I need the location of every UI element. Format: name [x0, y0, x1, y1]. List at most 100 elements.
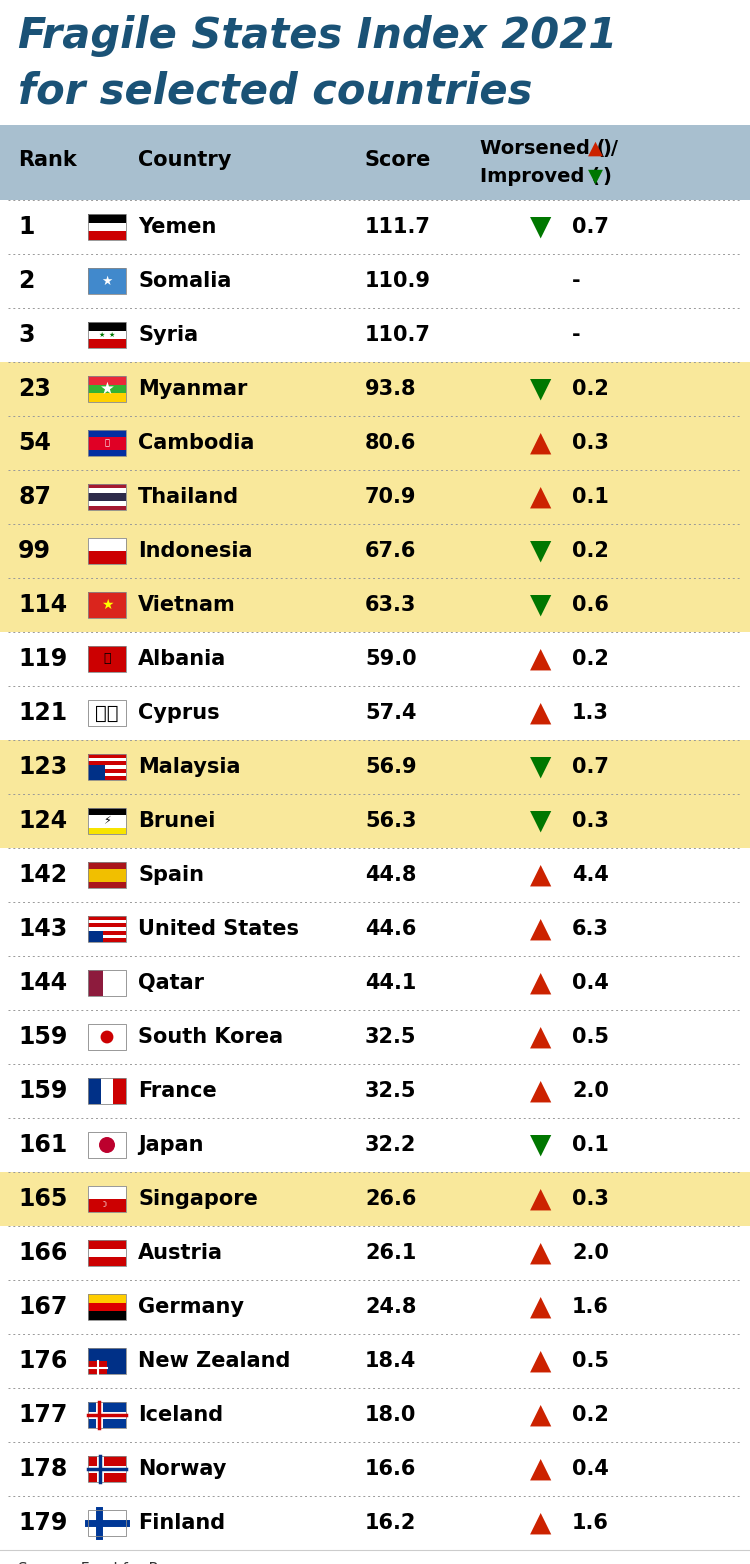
Text: Score: Score [365, 150, 431, 170]
Text: South Korea: South Korea [138, 1028, 284, 1046]
Text: 44.1: 44.1 [365, 973, 416, 993]
Text: ▼: ▼ [530, 807, 551, 835]
Text: ▲: ▲ [530, 699, 551, 727]
Bar [0, 687, 750, 740]
Bar [88, 1456, 126, 1483]
Text: ★: ★ [99, 332, 105, 338]
Text: 0.3: 0.3 [572, 1189, 609, 1209]
Text: 16.2: 16.2 [365, 1512, 416, 1533]
Bar [88, 923, 126, 927]
Text: 0.1: 0.1 [572, 1135, 609, 1154]
Bar [88, 920, 126, 923]
Text: ▼: ▼ [530, 752, 551, 780]
Text: Yemen: Yemen [138, 217, 216, 238]
Text: New Zealand: New Zealand [138, 1351, 290, 1372]
Bar [88, 375, 126, 402]
Text: ▲: ▲ [530, 915, 551, 943]
Bar [88, 483, 126, 488]
Bar [88, 862, 126, 888]
Bar [88, 882, 126, 888]
Text: 23: 23 [18, 377, 51, 400]
Bar [88, 436, 126, 449]
Text: 178: 178 [18, 1458, 68, 1481]
Text: 121: 121 [18, 701, 68, 726]
Bar [88, 214, 126, 239]
Bar [0, 1387, 750, 1442]
Text: 0.4: 0.4 [572, 1459, 609, 1480]
Text: Brunei: Brunei [138, 812, 215, 830]
Text: 0.2: 0.2 [572, 649, 609, 669]
Text: Syria: Syria [138, 325, 198, 346]
Text: 110.7: 110.7 [365, 325, 430, 346]
Bar [0, 200, 750, 253]
Bar [88, 931, 126, 935]
Text: Indonesia: Indonesia [138, 541, 253, 561]
Text: 44.6: 44.6 [365, 920, 416, 938]
Bar [0, 524, 750, 579]
Bar [88, 1132, 126, 1157]
Bar [88, 769, 126, 773]
Bar [0, 1064, 750, 1118]
Text: 177: 177 [18, 1403, 68, 1426]
Bar [0, 956, 750, 1010]
Bar [0, 1442, 750, 1497]
Bar [88, 393, 126, 402]
Text: 6.3: 6.3 [572, 920, 609, 938]
Text: ⛩: ⛩ [104, 438, 110, 447]
Text: for selected countries: for selected countries [18, 70, 532, 113]
Text: Cyprus: Cyprus [138, 702, 220, 723]
Bar [88, 970, 126, 996]
Text: United States: United States [138, 920, 299, 938]
Text: 26.6: 26.6 [365, 1189, 416, 1209]
Bar [88, 1200, 126, 1212]
Text: 1.3: 1.3 [572, 702, 609, 723]
Bar [88, 1456, 126, 1483]
Bar [88, 375, 126, 385]
Text: ▲: ▲ [530, 644, 551, 673]
Text: Germany: Germany [138, 1297, 244, 1317]
Bar [88, 1024, 126, 1049]
Bar [88, 927, 126, 931]
Text: 0.3: 0.3 [572, 812, 609, 830]
Bar [88, 701, 126, 726]
Text: ☽: ☽ [99, 1200, 106, 1209]
Bar [88, 593, 126, 618]
Bar [88, 1078, 126, 1104]
Text: 176: 176 [18, 1350, 68, 1373]
Text: 165: 165 [18, 1187, 68, 1211]
Bar [88, 1293, 126, 1303]
Bar [0, 795, 750, 848]
Text: 56.9: 56.9 [365, 757, 417, 777]
Bar [88, 917, 126, 942]
Bar [88, 1303, 126, 1311]
Text: 2: 2 [18, 269, 34, 292]
Bar [88, 538, 126, 565]
Bar [88, 322, 126, 349]
Text: 57.4: 57.4 [365, 702, 416, 723]
Bar [0, 253, 750, 308]
Text: ▼: ▼ [530, 375, 551, 404]
Text: 0.6: 0.6 [572, 594, 609, 615]
Text: Qatar: Qatar [138, 973, 204, 993]
Bar [0, 416, 750, 471]
Text: ▲: ▲ [530, 483, 551, 511]
Text: Singapore: Singapore [138, 1189, 258, 1209]
Bar [88, 1240, 126, 1248]
Bar [88, 765, 126, 769]
Text: ▼: ▼ [530, 1131, 551, 1159]
Bar [0, 1171, 750, 1226]
Bar [88, 757, 126, 762]
Bar [0, 1226, 750, 1279]
Bar [88, 385, 126, 393]
Bar [88, 754, 126, 780]
Bar [88, 646, 126, 673]
Text: 0.7: 0.7 [572, 757, 609, 777]
Text: 70.9: 70.9 [365, 486, 416, 507]
Text: Cambodia: Cambodia [138, 433, 254, 454]
Text: ▲: ▲ [530, 1239, 551, 1267]
Text: 0.2: 0.2 [572, 541, 609, 561]
Bar [88, 339, 126, 349]
Text: ⚡: ⚡ [103, 816, 111, 826]
Bar [88, 1509, 126, 1536]
Bar [88, 1240, 126, 1265]
